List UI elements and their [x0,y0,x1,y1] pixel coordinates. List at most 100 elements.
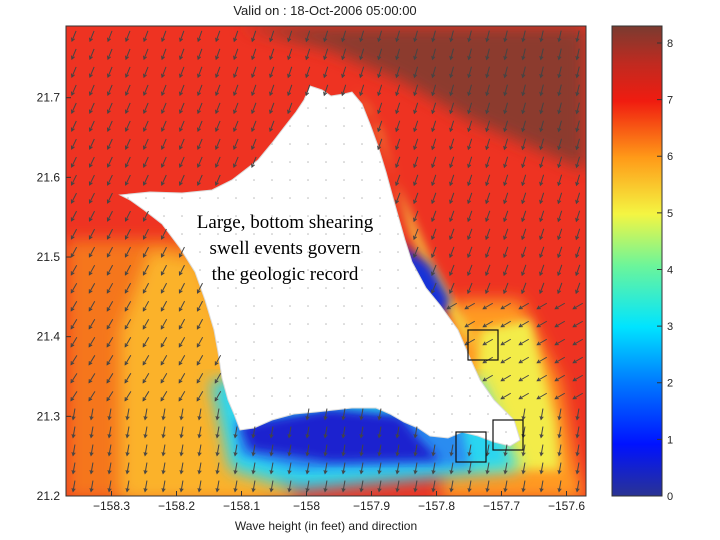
arrow-head [305,451,310,457]
direction-arrow [464,338,476,346]
direction-arrow [558,462,562,474]
direction-arrow [107,174,113,186]
arrow-head [161,73,165,79]
direction-arrow [179,30,185,42]
direction-arrow [252,480,256,492]
direction-arrow [125,138,131,150]
calm-point [433,431,435,433]
direction-arrow [70,355,78,365]
direction-arrow [342,480,346,492]
calm-point [289,233,291,235]
calm-point [271,341,273,343]
direction-arrow [198,426,202,438]
direction-arrow [269,102,275,114]
arrow-head [431,73,436,79]
direction-arrow [539,192,545,204]
calm-point [343,125,345,127]
direction-arrow [557,282,563,294]
calm-point [271,161,273,163]
direction-arrow [576,480,580,492]
direction-arrow [107,102,113,114]
direction-arrow [196,391,204,401]
arrow-head [106,235,111,240]
direction-arrow [432,444,436,456]
calm-point [433,359,435,361]
arrow-head [575,37,580,43]
calm-point [361,233,363,235]
direction-arrow [539,156,545,168]
arrow-head [464,305,469,310]
arrow-head [485,289,489,295]
direction-arrow [71,66,77,78]
direction-arrow [251,120,257,132]
direction-arrow [269,48,275,60]
arrow-head [518,305,523,310]
arrow-head [233,451,238,457]
direction-arrow [557,192,563,204]
arrow-head [196,361,201,366]
direction-arrow [486,66,490,78]
direction-arrow [432,48,436,60]
direction-arrow [518,374,530,382]
direction-arrow [485,192,491,204]
arrow-head [503,253,508,259]
arrow-head [485,73,490,79]
arrow-head [124,397,129,402]
arrow-head [521,109,526,115]
arrow-head [413,145,418,151]
arrow-head [71,37,75,43]
arrow-head [521,487,526,493]
direction-arrow [536,374,548,382]
direction-arrow [413,120,419,132]
direction-arrow [252,462,256,474]
arrow-head [518,323,523,328]
direction-arrow [359,30,365,42]
direction-arrow [178,391,186,401]
arrow-head [142,163,147,168]
arrow-head [215,109,219,115]
calm-point [289,413,291,415]
calm-point [307,143,309,145]
direction-arrow [468,30,472,42]
arrow-head [413,181,418,187]
arrow-head [539,469,544,475]
calm-point [325,125,327,127]
arrow-head [160,397,165,402]
arrow-head [178,343,183,348]
arrow-head [467,37,472,43]
arrow-head [482,305,487,310]
arrow-head [413,55,418,61]
arrow-head [70,235,75,240]
direction-arrow [449,102,455,114]
y-tick-label: 21.6 [37,170,61,184]
arrow-head [124,145,129,150]
arrow-head [251,487,256,493]
arrow-head [70,343,75,348]
arrow-head [71,487,76,493]
arrow-head [575,55,580,61]
arrow-head [269,469,274,475]
direction-arrow [522,30,526,42]
calm-point [379,161,381,163]
arrow-head [575,289,580,295]
direction-arrow [485,228,491,240]
direction-arrow [180,480,184,492]
direction-arrow [107,156,113,168]
arrow-head [467,199,472,205]
direction-arrow [414,444,418,456]
arrow-head [197,451,202,457]
calm-point [487,395,489,397]
direction-arrow [215,66,221,78]
direction-arrow [71,156,77,168]
colorbar-tick-label: 3 [667,321,673,333]
calm-point [325,341,327,343]
calm-point [433,413,435,415]
arrow-head [197,469,202,475]
arrow-head [341,469,346,475]
direction-arrow [576,66,580,78]
direction-arrow [160,391,168,401]
direction-arrow [518,302,530,310]
arrow-head [395,469,400,475]
calm-point [379,179,381,181]
calm-point [325,377,327,379]
